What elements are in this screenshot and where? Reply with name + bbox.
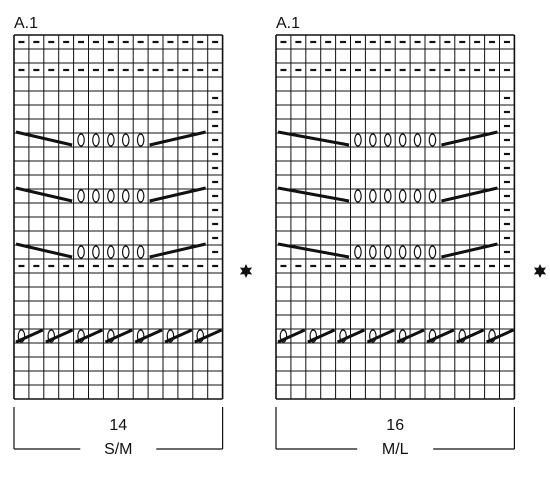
yarn-over-symbol (77, 245, 85, 259)
yarn-over-symbol (428, 245, 437, 259)
star-marker-icon (239, 264, 253, 278)
chart-sm: A.1 14 S/M (13, 15, 253, 458)
chart-ml: A.1 16 M/L (275, 15, 547, 458)
right-decrease-line (441, 186, 498, 203)
yarn-over-symbol (136, 189, 145, 203)
yarn-over-symbol (398, 189, 407, 203)
yarn-over-symbol (488, 329, 496, 343)
yarn-over-symbol (413, 245, 422, 259)
yarn-over-symbol (428, 189, 437, 203)
cross-line (396, 328, 425, 344)
cross-line (104, 328, 133, 344)
yarn-over-symbol (383, 189, 392, 203)
cross-line (45, 328, 74, 344)
yarn-over-symbol (92, 189, 100, 203)
chart-title: A.1 (276, 15, 300, 32)
right-decrease-line (441, 130, 498, 147)
star-icon-shape (533, 264, 547, 278)
size-label: M/L (382, 441, 409, 458)
left-decrease-line (277, 186, 350, 203)
yarn-over-symbol (458, 329, 467, 343)
chart-title: A.1 (14, 15, 38, 32)
yarn-over-symbol (121, 189, 130, 203)
cross-line (15, 328, 44, 344)
size-bracket (13, 407, 224, 450)
cross-line (74, 328, 104, 344)
left-decrease-line (277, 242, 350, 259)
yarn-over-symbol (107, 329, 115, 343)
cross-line (277, 328, 306, 344)
yarn-over-symbol (309, 329, 318, 343)
yarn-over-symbol (92, 245, 100, 259)
yarn-over-symbol (354, 133, 362, 147)
yarn-over-symbol (107, 245, 115, 259)
yarn-over-symbol (354, 189, 362, 203)
stitch-count: 14 (109, 417, 127, 434)
left-decrease-line (15, 186, 73, 203)
yarn-over-symbol (398, 133, 407, 147)
left-decrease-line (15, 130, 73, 147)
yarn-over-symbol (339, 329, 347, 343)
yarn-over-symbol (77, 189, 85, 203)
cross-line (426, 328, 455, 344)
yarn-over-symbol (413, 133, 422, 147)
cross-line (456, 328, 485, 344)
yarn-over-symbol (77, 133, 85, 147)
star-marker-icon (533, 264, 547, 278)
left-decrease-line (277, 130, 350, 147)
yarn-over-symbol (107, 189, 115, 203)
cross-line (336, 328, 366, 344)
yarn-over-symbol (121, 245, 130, 259)
cross-line (307, 328, 336, 344)
right-decrease-line (149, 242, 207, 259)
yarn-over-symbol (354, 245, 362, 259)
chart-grid (13, 34, 224, 400)
yarn-over-symbol (136, 133, 145, 147)
yarn-over-symbol (136, 329, 145, 343)
yarn-over-symbol (398, 329, 407, 343)
cross-line (134, 328, 163, 344)
right-decrease-line (441, 242, 498, 259)
size-bracket (275, 407, 516, 450)
yarn-over-symbol (121, 133, 130, 147)
chart-symbols (277, 40, 515, 344)
chart-symbols (15, 40, 223, 344)
yarn-over-symbol (166, 329, 175, 343)
yarn-over-symbol (398, 245, 407, 259)
yarn-over-symbol (428, 329, 437, 343)
yarn-over-symbol (369, 329, 377, 343)
cross-line (485, 328, 515, 344)
yarn-over-symbol (413, 189, 422, 203)
left-decrease-line (15, 242, 73, 259)
yarn-over-symbol (92, 133, 100, 147)
right-decrease-line (149, 186, 207, 203)
yarn-over-symbol (17, 329, 26, 343)
yarn-over-symbol (196, 329, 205, 343)
right-decrease-line (149, 130, 207, 147)
star-icon-shape (239, 264, 253, 278)
yarn-over-symbol (47, 329, 56, 343)
size-label: S/M (104, 441, 132, 458)
yarn-over-symbol (136, 245, 145, 259)
yarn-over-symbol (279, 329, 288, 343)
stitch-count: 16 (386, 417, 404, 434)
yarn-over-symbol (428, 133, 437, 147)
cross-line (194, 328, 223, 344)
cross-line (366, 328, 395, 344)
cross-line (164, 328, 193, 344)
yarn-over-symbol (77, 329, 85, 343)
yarn-over-symbol (369, 133, 377, 147)
yarn-over-symbol (107, 133, 115, 147)
chart-grid (275, 34, 516, 400)
yarn-over-symbol (383, 133, 392, 147)
yarn-over-symbol (383, 245, 392, 259)
yarn-over-symbol (369, 189, 377, 203)
yarn-over-symbol (369, 245, 377, 259)
